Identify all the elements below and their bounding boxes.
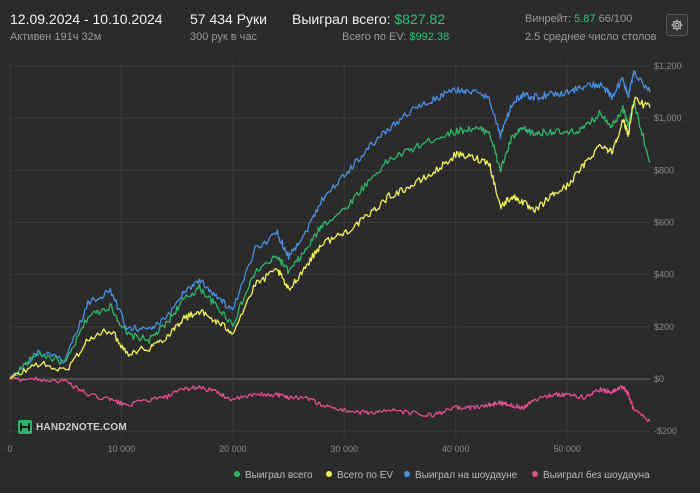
hands-per-hour: 300 рук в час xyxy=(190,31,258,43)
series-won-total xyxy=(9,100,651,380)
y-tick-label: $200 xyxy=(654,322,674,332)
x-tick-label: 10 000 xyxy=(108,444,136,454)
won-total-value: $827.82 xyxy=(394,11,445,27)
hand2note-logo-icon xyxy=(18,420,32,434)
legend-item-won-total[interactable]: Выиграл всего xyxy=(234,470,313,481)
series-showdown xyxy=(9,70,651,380)
logo-text: HAND2NOTE.COM xyxy=(36,421,127,433)
winrate: Винрейт: 5.87 66/100 xyxy=(525,13,632,25)
y-tick-label: $1,200 xyxy=(654,61,682,71)
winrate-extra: 66/100 xyxy=(598,13,633,25)
legend-dot xyxy=(326,471,332,478)
legend-item-non-showdown[interactable]: Выиграл без шоудауна xyxy=(532,470,650,481)
y-tick-label: $400 xyxy=(654,270,674,280)
y-tick-label: $1,000 xyxy=(654,113,682,123)
profit-chart: -$200 $0 $200 $400 $600 $800 $1,000 $1,200 0 10 0… xyxy=(7,61,682,454)
winrate-label: Винрейт: xyxy=(525,13,572,25)
header: 12.09.2024 - 10.10.2024 Активен 191ч 32м… xyxy=(0,0,700,50)
series-ev-total xyxy=(9,96,651,380)
ev-total-label: Всего по EV: xyxy=(342,31,407,43)
x-tick-label: 40 000 xyxy=(442,444,470,454)
won-total-label: Выиграл всего: xyxy=(292,11,391,27)
x-tick-label: 0 xyxy=(7,444,12,454)
settings-button[interactable] xyxy=(666,14,688,36)
series-non-showdown xyxy=(9,376,651,423)
won-total: Выиграл всего: $827.82 xyxy=(292,11,445,27)
x-tick-label: 50 000 xyxy=(553,444,581,454)
active-time: Активен 191ч 32м xyxy=(10,31,102,43)
hand2note-logo: HAND2NOTE.COM xyxy=(18,420,127,434)
ev-total-value: $992.38 xyxy=(409,31,450,43)
legend-dot xyxy=(234,471,240,478)
avg-tables: 2.5 среднее число столов xyxy=(525,31,657,43)
legend-dot xyxy=(532,471,538,478)
hands-count: 57 434 Руки xyxy=(190,11,267,27)
ev-total: Всего по EV: $992.38 xyxy=(342,31,449,43)
y-tick-label: $0 xyxy=(654,374,664,384)
y-tick-label: $600 xyxy=(654,218,674,228)
legend-item-ev-total[interactable]: Всего по EV xyxy=(326,470,393,481)
winrate-value: 5.87 xyxy=(574,13,596,25)
date-range: 12.09.2024 - 10.10.2024 xyxy=(10,11,163,27)
legend-item-showdown[interactable]: Выиграл на шоудауне xyxy=(404,470,517,481)
y-tick-label: $800 xyxy=(654,165,674,175)
x-tick-label: 20 000 xyxy=(219,444,247,454)
legend-dot xyxy=(404,471,410,478)
x-tick-label: 30 000 xyxy=(331,444,359,454)
gear-icon xyxy=(671,19,683,31)
y-tick-label: -$200 xyxy=(654,426,677,436)
chart-legend: Выиграл всего Всего по EV Выиграл на шоу… xyxy=(0,470,700,488)
